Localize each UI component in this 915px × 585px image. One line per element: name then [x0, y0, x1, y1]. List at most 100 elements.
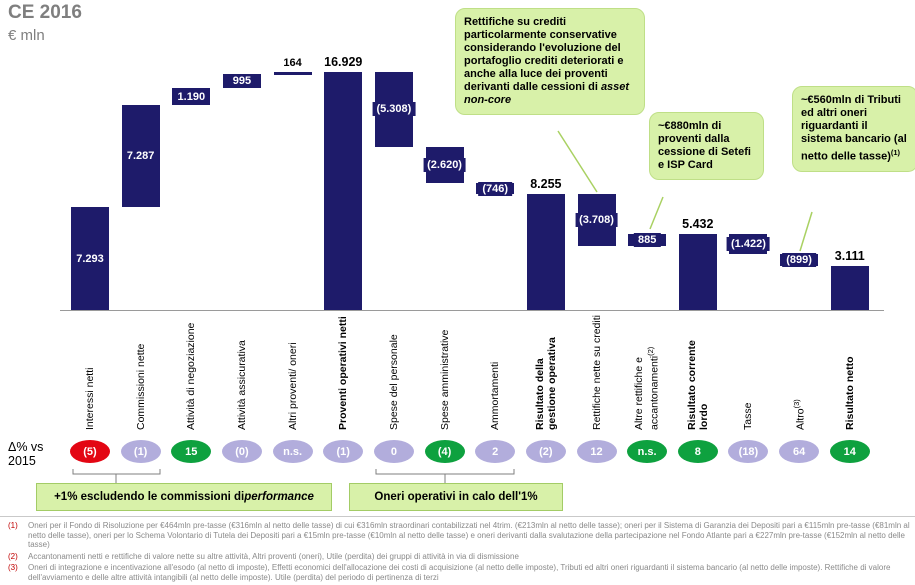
waterfall-bar-13 [678, 233, 717, 310]
category-label: Rettifiche nette su crediti [579, 315, 615, 430]
bar-value: 995 [228, 74, 256, 89]
category-label-text: Commissioni nette [134, 343, 147, 430]
delta-badge: (4) [424, 440, 465, 463]
unit-label: € mln [8, 27, 45, 44]
delta-badge: 8 [677, 440, 718, 463]
note-oneri-operativi: Oneri operativi in calo dell'1% [349, 483, 563, 511]
category-label-text: Altre rettifiche e accantonamenti(2) [633, 346, 661, 430]
page-title: CE 2016 [8, 2, 82, 23]
bar-value: 5.432 [682, 216, 714, 231]
footnote-marker: (1) [8, 521, 18, 530]
footnote-marker: (3) [8, 563, 18, 572]
delta-badge: (2) [525, 440, 566, 463]
category-label-text: Risultato della gestione operativa [533, 337, 558, 430]
callout-pointer-line [649, 196, 664, 230]
delta-badge: (0) [221, 440, 262, 463]
footnote-divider [0, 516, 915, 517]
delta-badge: 12 [576, 440, 617, 463]
footnote-text: Oneri per il Fondo di Risoluzione per €4… [28, 521, 910, 549]
delta-badge: 64 [779, 440, 820, 463]
category-label-text: Risultato corrente lordo [685, 340, 710, 430]
delta-row-label: Δ% vs 2015 [8, 440, 43, 468]
text-segment: +1% escludendo le commissioni di [54, 491, 245, 503]
category-label-text: Rettifiche nette su crediti [590, 315, 603, 430]
bar-value: 1.190 [173, 89, 210, 104]
delta-badge: 15 [171, 440, 212, 463]
bar-value: 8.255 [530, 176, 562, 191]
text-segment: (1) [890, 148, 901, 157]
bar-value: (5.308) [372, 102, 416, 117]
callout-cessione-setefi: ~€880mln di proventi dalla cessione di S… [649, 112, 764, 180]
bar-value: 885 [633, 232, 661, 247]
category-label: Tasse [730, 315, 766, 430]
category-label: Altri proventi/ oneri [275, 315, 311, 430]
category-label-text: Attività assicurativa [235, 340, 248, 430]
category-label-text: Proventi operativi netti [337, 316, 350, 430]
callout-tributi-sistema-bancario: ~€560mln di Tributi ed altri oneri rigua… [792, 86, 915, 172]
bar-value: (899) [782, 252, 816, 267]
footnote-ref: (2) [646, 346, 656, 356]
waterfall-bar-16 [830, 266, 869, 310]
category-label: Altre rettifiche e accantonamenti(2) [629, 315, 665, 430]
footnote: (1) Oneri per il Fondo di Risoluzione per… [8, 521, 911, 550]
text-segment: performance [244, 491, 314, 503]
category-label: Interessi netti [72, 315, 108, 430]
category-label-text: Risultato netto [843, 356, 856, 431]
category-label: Risultato netto [832, 315, 868, 431]
category-label-text: Spese del personale [387, 334, 400, 430]
callout-pointer-line [799, 211, 813, 252]
category-label: Spese del personale [376, 315, 412, 430]
waterfall-bar-10 [526, 193, 565, 310]
category-label: Altro(3) [781, 315, 817, 430]
bar-value: 3.111 [834, 249, 865, 264]
footnote-marker: (2) [8, 551, 18, 561]
delta-badge: 0 [373, 440, 414, 463]
bar-value: (1.422) [727, 236, 770, 251]
footnote-ref: (3) [792, 399, 802, 409]
category-label-text: Ammortamenti [489, 361, 502, 430]
category-label-text: Tasse [742, 402, 755, 430]
footnote-text: Accantonamenti netti e rettifiche di val… [28, 551, 519, 561]
text-segment: Rettifiche su crediti particolarmente co… [464, 16, 624, 93]
delta-badge: (1) [120, 440, 161, 463]
category-label: Attività assicurativa [224, 315, 260, 430]
footnote: (3) Oneri di integrazione e incentivazion… [8, 563, 911, 582]
bar-value: 7.287 [122, 149, 159, 164]
delta-row-label-line1: Δ% vs [8, 440, 44, 454]
delta-badge: n.s. [272, 440, 313, 463]
bar-value: (2.620) [423, 158, 466, 173]
delta-badge: n.s. [627, 440, 668, 463]
category-label: Commissioni nette [123, 315, 159, 430]
category-label: Risultato della gestione operativa [528, 315, 564, 430]
bar-value: (746) [478, 181, 513, 196]
delta-badge: (18) [728, 440, 769, 463]
note-commissioni-performance: +1% escludendo le commissioni di perform… [36, 483, 332, 511]
delta-badge: 2 [475, 440, 516, 463]
callout-pointer-line [557, 130, 598, 193]
footnotes: (1) Oneri per il Fondo di Risoluzione per… [8, 521, 911, 585]
delta-badge: 14 [829, 440, 870, 463]
bar-value: (3.708) [575, 213, 618, 227]
category-label-text: Altro(3) [792, 399, 807, 430]
delta-badge: (5) [70, 440, 110, 463]
bar-value: 7.293 [72, 251, 108, 266]
delta-row-label-line2: 2015 [8, 454, 36, 468]
text-segment: ~€880mln di proventi dalla cessione di S… [658, 120, 751, 171]
callout-rettifiche-crediti: Rettifiche su crediti particolarmente co… [455, 8, 645, 115]
bar-value: 164 [283, 57, 302, 69]
category-label: Proventi operativi netti [325, 315, 361, 430]
category-label: Attività di negoziazione [173, 315, 209, 430]
category-label: Spese amministrative [427, 315, 463, 430]
text-segment: asset non-core [464, 81, 630, 106]
text-segment: Oneri operativi in calo dell'1% [374, 491, 538, 503]
delta-badge: (1) [323, 440, 364, 463]
category-label-text: Interessi netti [84, 367, 96, 430]
category-label-text: Attività di negoziazione [185, 322, 198, 430]
bar-value: 16.929 [324, 55, 363, 69]
category-label: Risultato corrente lordo [680, 315, 716, 430]
waterfall-bar-6 [324, 72, 363, 310]
text-segment: ~€560mln di Tributi ed altri oneri rigua… [801, 94, 907, 163]
